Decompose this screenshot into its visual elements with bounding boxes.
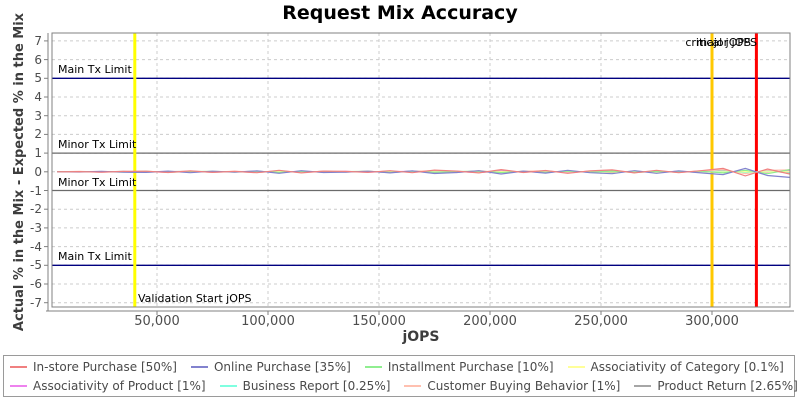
- legend-label: Online Purchase [35%]: [213, 359, 351, 374]
- legend-label: Associativity of Category [0.1%]: [590, 359, 784, 374]
- x-tick-label: 50,000: [134, 314, 180, 329]
- legend-label: Associativity of Product [1%]: [33, 378, 206, 393]
- legend-label: Customer Buying Behavior [1%]: [427, 378, 621, 393]
- legend-label: Installment Purchase [10%]: [387, 359, 554, 374]
- chart-title: Request Mix Accuracy: [282, 2, 518, 24]
- y-tick-label: -3: [30, 220, 42, 235]
- minor-tx-limit-upper-label: Minor Tx Limit: [58, 138, 137, 151]
- y-tick-label: -1: [30, 183, 42, 198]
- legend-item: Associativity of Product [1%]: [10, 379, 206, 393]
- y-tick-label: 0: [34, 164, 42, 179]
- legend-swatch-icon: [190, 365, 208, 368]
- legend-swatch-icon: [634, 384, 652, 387]
- x-tick-label: 200,000: [463, 314, 517, 329]
- minor-tx-limit-lower-label: Minor Tx Limit: [58, 176, 137, 189]
- x-tick-label: 300,000: [685, 314, 739, 329]
- plot-area: [44, 32, 794, 315]
- legend-item: Business Report [0.25%]: [219, 378, 391, 393]
- x-axis-title: jOPS: [402, 329, 440, 345]
- legend-item: In-store Purchase [50%]: [10, 360, 177, 374]
- legend-swatch-icon: [10, 365, 27, 368]
- y-tick-label: 1: [34, 146, 42, 161]
- legend-item: Installment Purchase [10%]: [364, 359, 554, 374]
- legend-swatch-icon: [219, 384, 237, 387]
- legend: In-store Purchase [50%] Online Purchase […: [3, 355, 798, 397]
- legend-label: Business Report [0.25%]: [242, 378, 391, 393]
- legend-row-1: In-store Purchase [50%] Online Purchase […: [10, 357, 794, 376]
- legend-item: Online Purchase [35%]: [190, 359, 351, 374]
- series-line: [57, 167, 790, 177]
- x-tick-label: 100,000: [241, 314, 295, 329]
- main-tx-limit-upper-label: Main Tx Limit: [58, 63, 132, 76]
- legend-row-2: Associativity of Product [1%] Business Re…: [10, 376, 798, 395]
- y-tick-label: -4: [30, 239, 42, 254]
- legend-item: Customer Buying Behavior [1%]: [404, 379, 620, 393]
- y-tick-label: -6: [30, 277, 42, 291]
- validation-start-label: Validation Start jOPS: [138, 292, 252, 305]
- legend-swatch-icon: [364, 365, 382, 368]
- y-tick-label: -5: [30, 258, 42, 273]
- y-tick-label: 7: [34, 33, 42, 48]
- critical-jops-label: critical jOPS: [685, 36, 751, 49]
- y-tick-label: 2: [34, 127, 42, 142]
- main-tx-limit-lower-label: Main Tx Limit: [58, 250, 132, 263]
- y-tick-label: -7: [30, 295, 42, 310]
- x-tick-label: 150,000: [352, 314, 406, 329]
- legend-swatch-icon: [404, 384, 422, 387]
- major-jops-label: major jOPS: [696, 36, 757, 49]
- legend-label: In-store Purchase [50%]: [33, 359, 177, 374]
- legend-label: Product Return [2.65%]: [657, 378, 798, 393]
- legend-item: Product Return [2.65%]: [634, 379, 798, 393]
- y-tick-label: -2: [30, 202, 42, 217]
- plot-frame: [51, 32, 791, 308]
- y-tick-label: 4: [34, 90, 42, 104]
- legend-item: Associativity of Category [0.1%]: [567, 359, 784, 374]
- y-tick-label: 3: [34, 108, 42, 123]
- y-tick-label: 6: [34, 52, 42, 67]
- y-tick-label: 5: [34, 71, 42, 86]
- x-tick-label: 250,000: [574, 314, 628, 329]
- legend-swatch-icon: [567, 365, 585, 368]
- legend-swatch-icon: [10, 384, 27, 387]
